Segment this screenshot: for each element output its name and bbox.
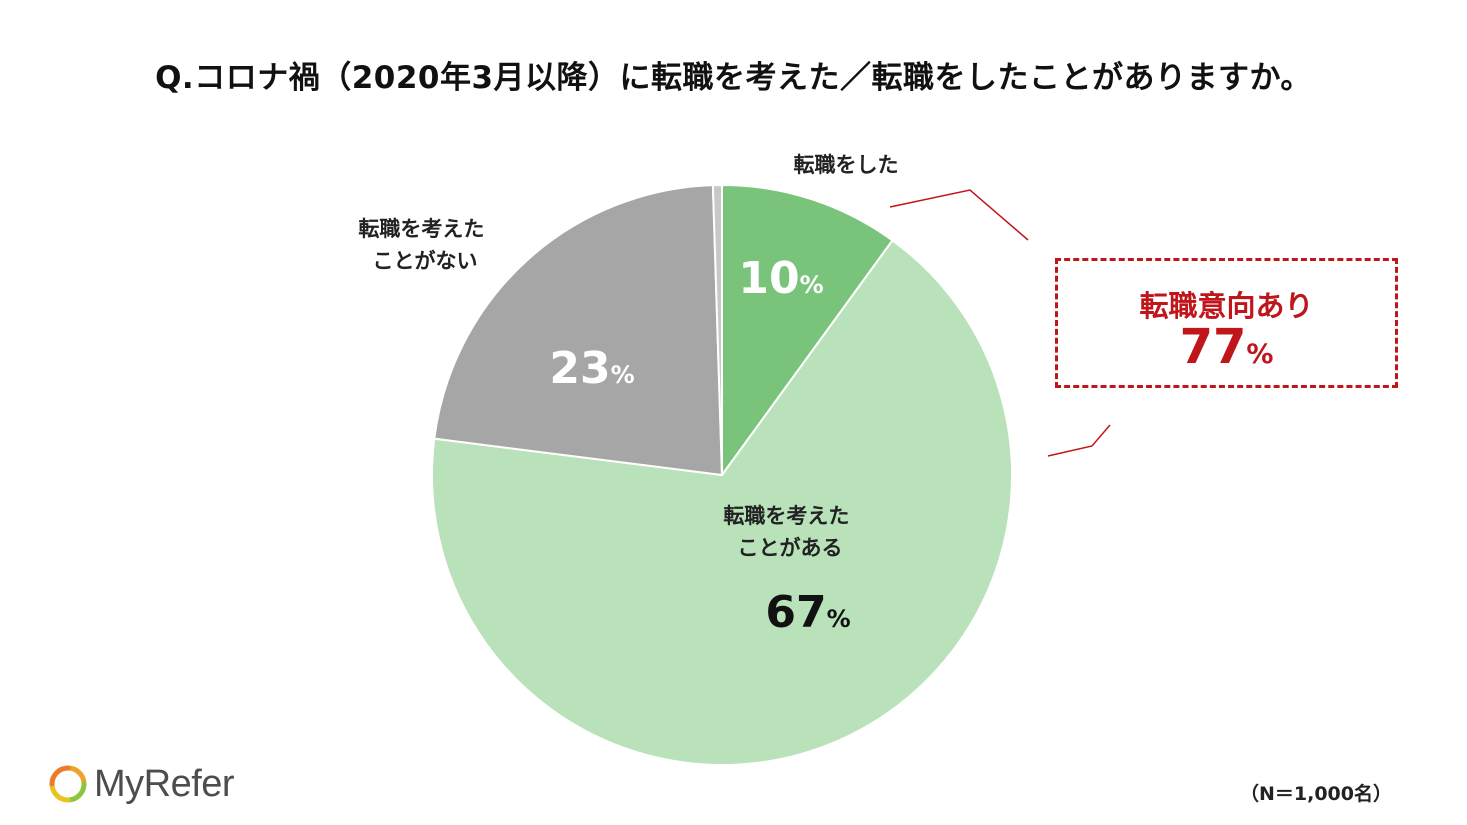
value-considered: 67% xyxy=(765,587,850,638)
slice-switched xyxy=(721,183,894,479)
sample-size-note: （N＝1,000名） xyxy=(1240,783,1393,805)
callout-bracket-bottom xyxy=(1047,424,1111,457)
callout-bracket-top xyxy=(889,189,1029,241)
value-not-considered: 23% xyxy=(549,343,634,394)
slice-considered xyxy=(431,238,1013,767)
slice-other xyxy=(711,183,723,476)
brand-name: MyRefer xyxy=(94,762,235,805)
label-switched: 転職をした xyxy=(794,153,899,177)
value-switched: 10% xyxy=(738,253,823,304)
brand-logo: MyRefer xyxy=(48,760,235,808)
label-considered: 転職を考えた ことがある xyxy=(723,504,856,560)
pie-slices xyxy=(431,183,1013,767)
callout-label: 転職意向あり xyxy=(1139,289,1314,323)
chart-title: Q.コロナ禍（2020年3月以降）に転職を考えた／転職をしたことがありますか。 xyxy=(155,60,1312,96)
logo-ring-icon xyxy=(49,765,87,803)
slice-not-considered xyxy=(433,184,724,477)
label-not-considered: 転職を考えた ことがない xyxy=(358,217,491,273)
callout-value-unit: % xyxy=(1246,339,1274,370)
callout-value: 77% xyxy=(1058,319,1395,375)
callout-value-number: 77 xyxy=(1179,319,1247,375)
callout-box: 転職意向あり 77% xyxy=(1055,258,1398,388)
